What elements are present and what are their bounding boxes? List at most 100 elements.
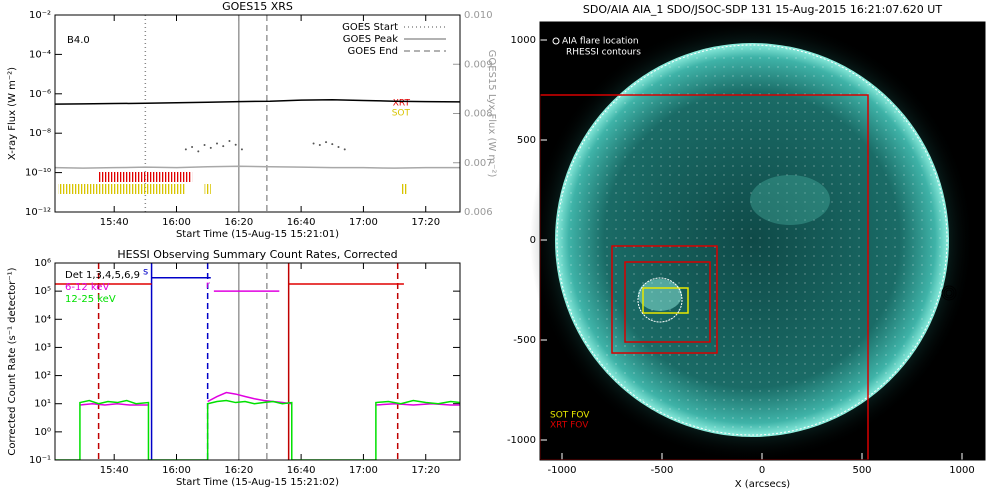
observation-interval: [400, 184, 408, 194]
observation-interval: [204, 184, 211, 194]
legend-label: GOES End: [348, 46, 398, 57]
chart-title: SDO/AIA AIA_1 SDO/JSOC-SDP 131 15-Aug-20…: [583, 3, 942, 16]
y2-tick-label: 0.008: [464, 109, 493, 120]
x-axis-label: Start Time (15-Aug-15 15:21:01): [176, 229, 339, 240]
x-tick-label: 17:20: [411, 465, 440, 476]
data-point: [240, 148, 243, 151]
y-tick-label: 0: [530, 235, 536, 246]
y-tick-label: 500: [517, 135, 536, 146]
plot-frame: [54, 14, 461, 213]
limb: [556, 44, 948, 436]
x-tick-label: 16:00: [162, 465, 191, 476]
x-tick-label: 17:20: [411, 217, 440, 228]
y-tick-label: 10⁻¹²: [25, 207, 51, 218]
observation-interval: [58, 184, 186, 194]
x-tick-label: -500: [651, 465, 674, 476]
x-tick-label: 17:00: [349, 465, 378, 476]
x-tick-label: 0: [759, 465, 765, 476]
x-tick-label: 16:40: [287, 217, 316, 228]
legend-label: GOES Peak: [343, 34, 398, 45]
x-tick-label: 1000: [949, 465, 974, 476]
x-axis-label: Start Time (15-Aug-15 15:21:02): [176, 477, 339, 488]
data-point: [228, 140, 231, 143]
x-tick-label: 500: [852, 465, 871, 476]
data-point: [312, 142, 315, 145]
y-tick-label: 10⁰: [34, 427, 51, 438]
y-axis-label: X-ray Flux (W m⁻²): [7, 67, 18, 160]
data-point: [337, 145, 340, 148]
y-tick-label: 10⁻¹⁰: [25, 168, 51, 179]
chart-title: HESSI Observing Summary Count Rates, Cor…: [117, 248, 397, 261]
rhessi-contour: [943, 287, 955, 299]
legend-label: AIA flare location: [562, 37, 639, 47]
y2-axis-label: GOES15 Lyx Flux (W m⁻²): [486, 50, 497, 178]
observation-label: SOT: [392, 109, 411, 119]
chart-title: GOES15 XRS: [222, 0, 293, 13]
rhessi-contour: [945, 289, 953, 297]
legend-label: 6-12 keV: [65, 282, 109, 293]
annotation: B4.0: [67, 35, 90, 46]
series-line: [55, 399, 460, 460]
x-axis-label: X (arcsecs): [735, 479, 791, 490]
data-point: [191, 145, 194, 148]
fov-box: [624, 261, 711, 343]
legend-label: 12-25 keV: [65, 294, 116, 305]
legend-label: XRT FOV: [550, 421, 589, 431]
x-tick-label: 16:40: [287, 465, 316, 476]
x-tick-label: -1000: [547, 465, 576, 476]
x-tick-label: 16:20: [224, 217, 253, 228]
flare-location: [637, 277, 683, 323]
legend-label: GOES Start: [342, 22, 398, 33]
x-tick-label: 15:40: [100, 217, 129, 228]
y2-tick-label: 0.007: [464, 158, 493, 169]
bright-region: [750, 175, 830, 225]
data-point: [184, 148, 187, 151]
y-tick-label: 10³: [34, 342, 51, 353]
series-label: r: [206, 280, 211, 291]
y-tick-label: -500: [513, 335, 536, 346]
y-tick-label: 10²: [34, 371, 51, 382]
series-label: s: [143, 267, 148, 278]
data-point: [222, 145, 225, 148]
y-tick-label: 10¹: [34, 399, 51, 410]
plot-frame: [539, 21, 986, 461]
y2-tick-label: 0.009: [464, 59, 493, 70]
plot-frame: [54, 262, 461, 461]
data-point: [331, 143, 334, 146]
y-tick-label: 1000: [511, 35, 536, 46]
y2-tick-label: 0.010: [464, 10, 493, 21]
y-axis-label: Corrected Count Rate (s⁻¹ detector⁻¹): [7, 267, 18, 455]
series-line: [55, 165, 460, 169]
x-tick-label: 16:20: [224, 465, 253, 476]
data-point: [325, 141, 328, 144]
y-tick-label: -1000: [507, 435, 536, 446]
fov-box: [540, 94, 869, 460]
data-point: [197, 150, 200, 153]
legend-symbol: [552, 37, 560, 45]
observation-interval: [98, 172, 193, 182]
y-tick-label: 10⁻¹: [29, 455, 51, 466]
y-tick-label: 10⁻⁴: [29, 49, 51, 60]
data-point: [318, 144, 321, 147]
sun-grid: [555, 43, 949, 437]
y-tick-label: 10⁵: [34, 286, 51, 297]
observation-label: XRT: [393, 99, 411, 109]
x-tick-label: 16:00: [162, 217, 191, 228]
data-point: [216, 142, 218, 145]
y-tick-label: 10⁻⁸: [29, 128, 51, 139]
data-point: [203, 144, 206, 147]
rhessi-contour: [941, 285, 957, 301]
y-tick-label: 10⁻⁶: [29, 89, 51, 100]
fov-box: [642, 287, 689, 314]
active-region: [638, 279, 682, 311]
y-tick-label: 10⁶: [34, 258, 51, 269]
legend-label: RHESSI contours: [566, 48, 641, 58]
series-line: [55, 98, 460, 105]
y-tick-label: 10⁴: [34, 314, 51, 325]
x-tick-label: 15:40: [100, 465, 129, 476]
data-point: [209, 146, 212, 149]
data-point: [234, 143, 237, 146]
legend-title: Det 1,3,4,5,6,9: [65, 270, 140, 281]
